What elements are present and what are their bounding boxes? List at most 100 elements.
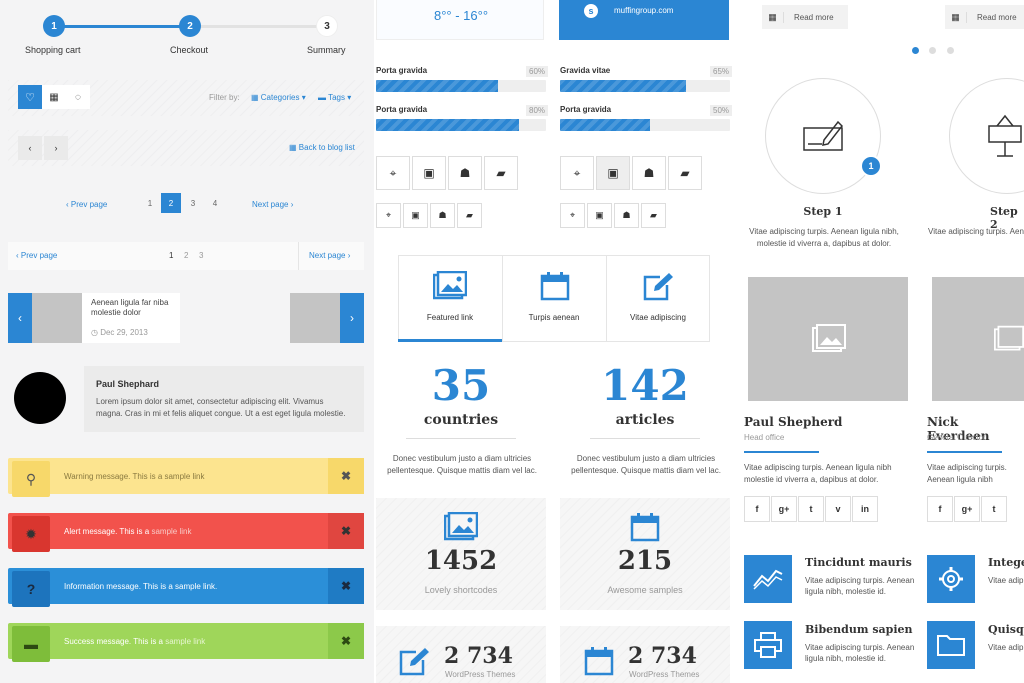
page-3[interactable]: 3 <box>190 198 196 208</box>
icon-button-row-small: ⌖ ▣ ☗ ▰ <box>560 203 666 228</box>
sample-link[interactable]: sample link <box>165 636 206 646</box>
map-pin-icon[interactable]: ⌖ <box>376 203 401 228</box>
close-icon[interactable]: ✖ <box>328 458 364 494</box>
read-more-button[interactable]: ▦ Read more <box>945 5 1024 29</box>
tags-filter[interactable]: ▬ Tags ▾ <box>318 93 352 102</box>
tab-featured[interactable]: Featured link <box>398 255 502 339</box>
chat-icon[interactable]: ▰ <box>641 203 666 228</box>
filter-label: Filter by: <box>209 93 240 102</box>
counter-number: 35 <box>431 361 491 410</box>
twitter-icon[interactable]: t <box>798 496 824 522</box>
next-page-link-2[interactable]: Next page › <box>309 251 351 260</box>
divider <box>298 242 299 270</box>
team-name: Paul Shepherd <box>744 415 843 429</box>
slider-dot-active[interactable] <box>912 47 919 54</box>
step-3-circle[interactable]: 3 <box>316 15 338 37</box>
chat-icon[interactable]: ▰ <box>457 203 482 228</box>
sample-link[interactable]: sample link <box>151 526 192 536</box>
close-icon[interactable]: ✖ <box>328 623 364 659</box>
feature-icon-box <box>927 555 975 603</box>
page-1-current[interactable]: 1 <box>169 251 174 260</box>
tab-label: Turpis aenean <box>528 313 580 322</box>
team-text: Vitae adipiscing turpis. Aenean ligula n… <box>927 463 1007 488</box>
google-plus-icon[interactable]: g+ <box>954 496 980 522</box>
post-date-text: Dec 29, 2013 <box>100 328 148 337</box>
calendar-icon[interactable]: ▣ <box>403 203 428 228</box>
alert-text: Alert message. This is a sample link <box>50 527 328 536</box>
step-number: 2 <box>187 20 193 32</box>
step-3-label: Summary <box>307 45 346 55</box>
step-1-circle[interactable]: 1 <box>43 15 65 37</box>
edit-icon <box>399 648 429 676</box>
prev-post-button[interactable]: ‹ <box>18 136 42 160</box>
counter-number: 215 <box>617 546 673 576</box>
page-4[interactable]: 4 <box>212 198 218 208</box>
slider-prev-button[interactable]: ‹ <box>8 293 32 343</box>
vimeo-icon[interactable]: v <box>825 496 851 522</box>
users-icon[interactable]: ☗ <box>614 203 639 228</box>
page-1[interactable]: 1 <box>147 198 153 208</box>
chart-line-icon <box>753 569 783 590</box>
read-more-button[interactable]: ▦ Read more <box>762 5 848 29</box>
map-pin-icon[interactable]: ⌖ <box>560 156 594 190</box>
progress-bar <box>560 80 730 92</box>
weather-widget <box>376 0 544 40</box>
map-pin-icon[interactable]: ⌖ <box>376 156 410 190</box>
post-thumbnail-2[interactable] <box>290 293 340 343</box>
slider-dot[interactable] <box>929 47 936 54</box>
page-2-current[interactable]: 2 <box>161 193 181 213</box>
step-2-circle[interactable]: 2 <box>179 15 201 37</box>
image-placeholder-icon <box>812 324 846 352</box>
page-2[interactable]: 2 <box>184 251 189 260</box>
prev-page-link-2[interactable]: ‹ Prev page <box>16 251 58 260</box>
counter-label: articles <box>615 412 675 428</box>
column-left: 1 2 3 Shopping cart Checkout Summary ♡ ▦… <box>0 0 374 683</box>
close-icon[interactable]: ✖ <box>328 568 364 604</box>
team-divider <box>744 451 819 453</box>
folder-icon: ▬ <box>12 626 50 662</box>
team-divider <box>927 451 1002 453</box>
warning-gear-icon: ✹ <box>12 516 50 552</box>
success-text-pre: Success message. This is a <box>64 636 166 646</box>
close-icon[interactable]: ✖ <box>328 513 364 549</box>
tab-vitae[interactable]: Vitae adipiscing <box>606 255 710 339</box>
chat-icon[interactable]: ▰ <box>668 156 702 190</box>
back-to-blog-link[interactable]: ▦ Back to blog list <box>289 143 355 152</box>
tab-turpis[interactable]: Turpis aenean <box>502 255 606 339</box>
back-to-blog-label: Back to blog list <box>298 143 355 152</box>
chat-icon[interactable]: ▰ <box>484 156 518 190</box>
twitter-icon[interactable]: t <box>981 496 1007 522</box>
linkedin-icon[interactable]: in <box>852 496 878 522</box>
avatar <box>14 372 66 424</box>
page-3[interactable]: 3 <box>199 251 204 260</box>
calendar-icon <box>630 513 660 542</box>
calendar-icon[interactable]: ▣ <box>596 156 630 190</box>
slider-next-button[interactable]: › <box>340 293 364 343</box>
prev-page-link[interactable]: ‹ Prev page <box>66 200 108 209</box>
calendar-icon[interactable]: ▣ <box>587 203 612 228</box>
post-thumbnail[interactable] <box>32 293 82 343</box>
calendar-icon[interactable]: ▦ <box>42 85 66 109</box>
facebook-icon[interactable]: f <box>927 496 953 522</box>
heart-icon[interactable]: ♡ <box>18 85 42 109</box>
alert-text: Success message. This is a sample link <box>50 637 328 646</box>
post-title[interactable]: Aenean ligula far niba molestie dolor <box>91 298 169 317</box>
slider-dot[interactable] <box>947 47 954 54</box>
progress-bar <box>376 119 546 131</box>
map-pin-icon[interactable]: ⌖ <box>560 203 585 228</box>
next-page-link[interactable]: Next page › <box>252 200 294 209</box>
counter-number: 1452 <box>424 546 498 576</box>
google-plus-icon[interactable]: g+ <box>771 496 797 522</box>
warning-alert: ⚲ Warning message. This is a sample link… <box>8 458 364 497</box>
divider <box>590 438 700 439</box>
grid-icon: ▦ <box>251 93 261 102</box>
users-icon[interactable]: ☗ <box>448 156 482 190</box>
comment-icon[interactable]: ◌ <box>66 85 90 109</box>
facebook-icon[interactable]: f <box>744 496 770 522</box>
next-post-button[interactable]: › <box>44 136 68 160</box>
skype-handle[interactable]: muffingroup.com <box>614 6 674 15</box>
users-icon[interactable]: ☗ <box>430 203 455 228</box>
categories-filter[interactable]: ▦ Categories ▾ <box>251 93 306 102</box>
users-icon[interactable]: ☗ <box>632 156 666 190</box>
calendar-icon[interactable]: ▣ <box>412 156 446 190</box>
